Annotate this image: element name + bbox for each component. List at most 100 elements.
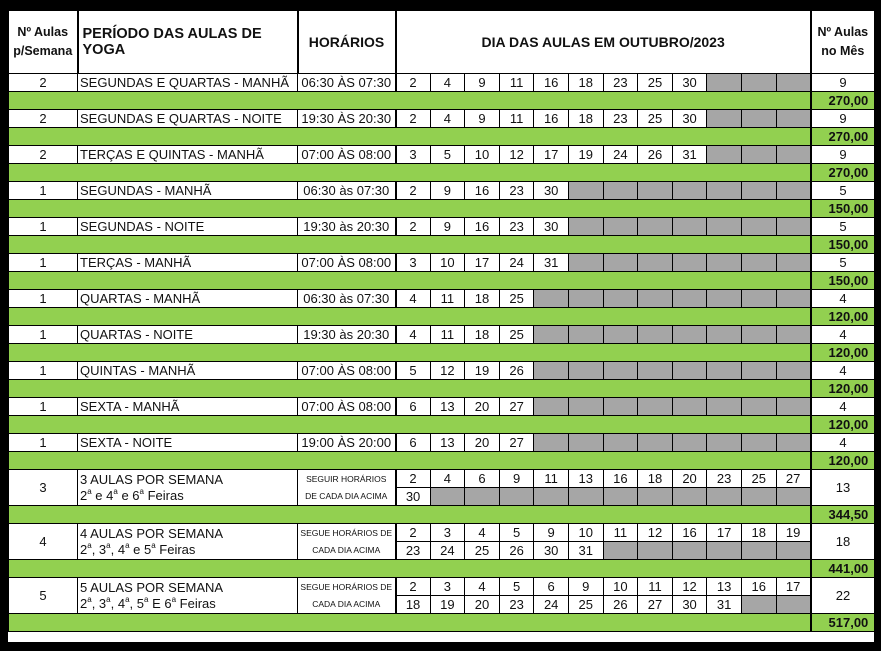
day-cell[interactable]: 11 — [429, 325, 466, 344]
day-cell[interactable]: 30 — [671, 73, 708, 92]
package-schedule-line2[interactable]: DE CADA DIA ACIMA — [297, 487, 397, 506]
day-cell[interactable]: 18 — [740, 523, 777, 542]
day-cell[interactable]: 23 — [498, 595, 535, 614]
day-cell[interactable]: 17 — [533, 145, 569, 164]
day-cell[interactable]: 25 — [637, 73, 673, 92]
period-cell[interactable]: SEXTA - MANHÃ — [77, 397, 298, 416]
empty-day-cell[interactable] — [740, 109, 777, 128]
day-cell[interactable]: 20 — [464, 397, 500, 416]
day-cell[interactable]: 25 — [567, 595, 604, 614]
empty-day-cell[interactable] — [706, 487, 742, 506]
period-cell[interactable]: TERÇAS E QUINTAS - MANHÃ — [77, 145, 298, 164]
day-cell[interactable]: 11 — [498, 73, 535, 92]
day-cell[interactable]: 4 — [429, 109, 466, 128]
empty-day-cell[interactable] — [740, 397, 777, 416]
day-cell[interactable]: 6 — [395, 397, 431, 416]
empty-day-cell[interactable] — [602, 541, 639, 560]
empty-day-cell[interactable] — [498, 487, 535, 506]
schedule-cell[interactable]: 07:00 ÀS 08:00 — [297, 361, 397, 380]
subtotal-value[interactable]: 344,50 — [809, 505, 876, 524]
subtotal-spacer[interactable] — [7, 271, 811, 290]
empty-day-cell[interactable] — [429, 487, 466, 506]
subtotal-spacer[interactable] — [7, 91, 811, 110]
day-cell[interactable]: 25 — [464, 541, 500, 560]
subtotal-value[interactable]: 120,00 — [809, 451, 876, 470]
empty-day-cell[interactable] — [637, 253, 673, 272]
subtotal-value[interactable]: 441,00 — [809, 559, 876, 578]
empty-day-cell[interactable] — [706, 73, 742, 92]
subtotal-value[interactable]: 150,00 — [809, 235, 876, 254]
empty-day-cell[interactable] — [740, 487, 777, 506]
day-cell[interactable]: 24 — [429, 541, 466, 560]
day-cell[interactable]: 31 — [567, 541, 604, 560]
empty-day-cell[interactable] — [533, 433, 569, 452]
subtotal-spacer[interactable] — [7, 163, 811, 182]
empty-day-cell[interactable] — [706, 289, 742, 308]
subtotal-spacer[interactable] — [7, 343, 811, 362]
day-cell[interactable]: 9 — [464, 109, 500, 128]
empty-day-cell[interactable] — [567, 361, 604, 380]
day-cell[interactable]: 5 — [498, 523, 535, 542]
subtotal-value[interactable]: 120,00 — [809, 343, 876, 362]
day-cell[interactable]: 10 — [567, 523, 604, 542]
day-cell[interactable]: 26 — [602, 595, 639, 614]
empty-day-cell[interactable] — [671, 325, 708, 344]
day-cell[interactable]: 10 — [464, 145, 500, 164]
day-cell[interactable]: 12 — [671, 577, 708, 596]
package-schedule-line1[interactable]: SEGUE HORÁRIOS DE — [297, 523, 397, 542]
empty-day-cell[interactable] — [671, 397, 708, 416]
subtotal-value[interactable]: 150,00 — [809, 271, 876, 290]
empty-day-cell[interactable] — [671, 181, 708, 200]
empty-day-cell[interactable] — [775, 289, 812, 308]
day-cell[interactable]: 23 — [498, 217, 535, 236]
day-cell[interactable]: 24 — [498, 253, 535, 272]
day-cell[interactable]: 18 — [395, 595, 431, 614]
day-cell[interactable]: 18 — [464, 325, 500, 344]
month-count-cell[interactable]: 9 — [809, 109, 876, 128]
empty-day-cell[interactable] — [602, 361, 639, 380]
day-cell[interactable]: 11 — [429, 289, 466, 308]
empty-day-cell[interactable] — [775, 109, 812, 128]
day-cell[interactable]: 16 — [671, 523, 708, 542]
day-cell[interactable]: 30 — [395, 487, 431, 506]
empty-day-cell[interactable] — [637, 541, 673, 560]
day-cell[interactable]: 16 — [740, 577, 777, 596]
day-cell[interactable]: 19 — [429, 595, 466, 614]
period-cell[interactable]: SEGUNDAS - NOITE — [77, 217, 298, 236]
day-cell[interactable]: 27 — [498, 433, 535, 452]
day-cell[interactable]: 12 — [429, 361, 466, 380]
month-count-cell[interactable]: 18 — [809, 523, 876, 560]
day-cell[interactable]: 4 — [395, 289, 431, 308]
subtotal-value[interactable]: 270,00 — [809, 127, 876, 146]
empty-day-cell[interactable] — [602, 433, 639, 452]
day-cell[interactable]: 6 — [533, 577, 569, 596]
empty-day-cell[interactable] — [567, 289, 604, 308]
day-cell[interactable]: 9 — [533, 523, 569, 542]
empty-day-cell[interactable] — [775, 487, 812, 506]
empty-day-cell[interactable] — [671, 289, 708, 308]
empty-day-cell[interactable] — [740, 433, 777, 452]
day-cell[interactable]: 2 — [395, 217, 431, 236]
empty-day-cell[interactable] — [706, 253, 742, 272]
empty-day-cell[interactable] — [533, 289, 569, 308]
day-cell[interactable]: 6 — [395, 433, 431, 452]
schedule-cell[interactable]: 06:30 às 07:30 — [297, 289, 397, 308]
empty-day-cell[interactable] — [602, 181, 639, 200]
empty-day-cell[interactable] — [567, 217, 604, 236]
empty-day-cell[interactable] — [637, 325, 673, 344]
day-cell[interactable]: 4 — [395, 325, 431, 344]
subtotal-spacer[interactable] — [7, 505, 811, 524]
empty-day-cell[interactable] — [775, 145, 812, 164]
period-cell[interactable]: SEGUNDAS E QUARTAS - MANHÃ — [77, 73, 298, 92]
empty-day-cell[interactable] — [602, 289, 639, 308]
empty-day-cell[interactable] — [775, 595, 812, 614]
per-week-cell[interactable]: 1 — [8, 433, 78, 452]
subtotal-spacer[interactable] — [7, 559, 811, 578]
empty-day-cell[interactable] — [533, 487, 569, 506]
day-cell[interactable]: 3 — [429, 523, 466, 542]
day-cell[interactable]: 23 — [498, 181, 535, 200]
subtotal-value[interactable]: 270,00 — [809, 91, 876, 110]
schedule-cell[interactable]: 19:30 às 20:30 — [297, 217, 397, 236]
empty-day-cell[interactable] — [567, 433, 604, 452]
day-cell[interactable]: 11 — [498, 109, 535, 128]
